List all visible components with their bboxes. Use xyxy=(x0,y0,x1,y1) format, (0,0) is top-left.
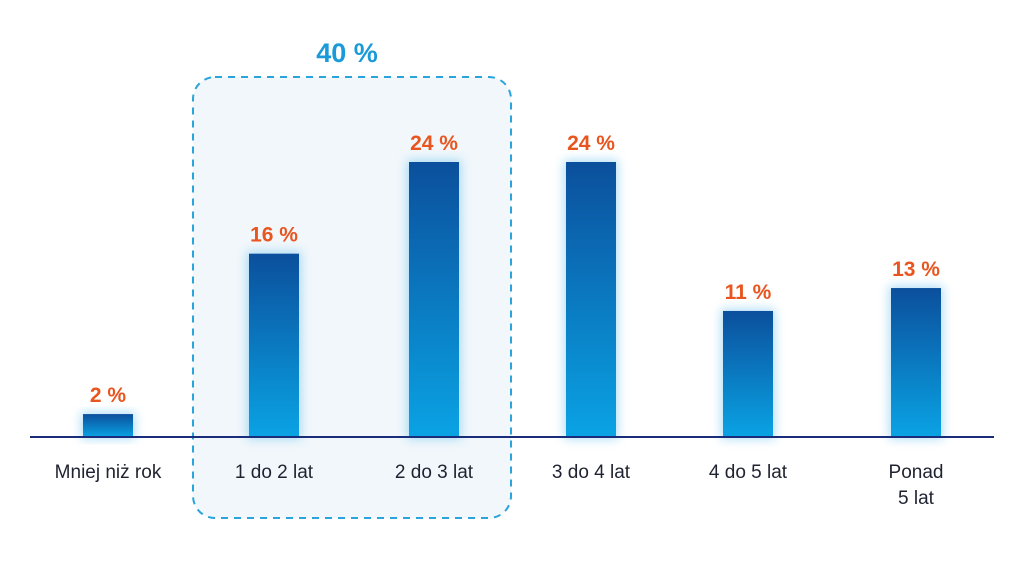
bar xyxy=(83,414,133,437)
bar-value-label: 24 % xyxy=(567,132,615,155)
bar-value-label: 24 % xyxy=(410,132,458,155)
category-label-line: Ponad xyxy=(889,462,944,483)
category-label: 2 do 3 lat xyxy=(395,462,474,483)
highlight-group-label: 40 % xyxy=(316,38,378,68)
category-label-line: 2 do 3 lat xyxy=(395,462,474,483)
category-label-line: 5 lat xyxy=(898,488,935,509)
category-label: 4 do 5 lat xyxy=(709,462,788,483)
bar-value-label: 13 % xyxy=(892,258,940,281)
category-label-line: 1 do 2 lat xyxy=(235,462,314,483)
category-label-line: Mniej niż rok xyxy=(55,462,162,483)
bar xyxy=(723,310,773,437)
highlight-group-box xyxy=(192,76,512,519)
category-label-line: 3 do 4 lat xyxy=(552,462,631,483)
value-labels: 2 % 16 % 24 % 24 % 11 % 13 % xyxy=(90,132,940,407)
category-label: 1 do 2 lat xyxy=(235,462,314,483)
bars xyxy=(83,162,941,437)
category-labels: Mniej niż rok 1 do 2 lat 2 do 3 lat 3 do 4 … xyxy=(55,462,944,509)
category-label-line: 4 do 5 lat xyxy=(709,462,788,483)
category-label: 3 do 4 lat xyxy=(552,462,631,483)
bar xyxy=(891,288,941,437)
bar-value-label: 11 % xyxy=(725,281,772,304)
category-label: Ponad 5 lat xyxy=(889,462,944,509)
bar-value-label: 16 % xyxy=(250,224,298,247)
bar xyxy=(409,162,459,437)
bar xyxy=(566,162,616,437)
bar-value-label: 2 % xyxy=(90,384,127,407)
category-label: Mniej niż rok xyxy=(55,462,162,483)
bar xyxy=(249,253,299,437)
